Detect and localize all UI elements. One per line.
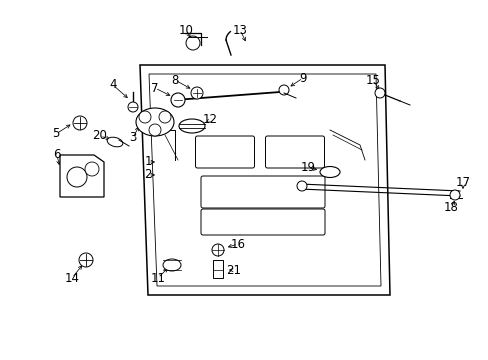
Circle shape [296, 181, 306, 191]
Text: 21: 21 [226, 264, 241, 276]
Text: 7: 7 [151, 81, 159, 94]
Circle shape [374, 88, 384, 98]
Text: 19: 19 [300, 162, 315, 175]
Circle shape [212, 244, 224, 256]
Circle shape [139, 111, 151, 123]
Ellipse shape [136, 108, 174, 136]
Circle shape [191, 87, 203, 99]
Ellipse shape [319, 166, 339, 177]
Circle shape [85, 162, 99, 176]
Ellipse shape [163, 259, 181, 271]
Circle shape [279, 85, 288, 95]
Circle shape [128, 102, 138, 112]
Text: 20: 20 [92, 130, 107, 143]
Circle shape [79, 253, 93, 267]
Ellipse shape [179, 119, 204, 133]
Text: 13: 13 [232, 23, 247, 36]
Text: 8: 8 [171, 73, 178, 86]
Text: 11: 11 [150, 271, 165, 284]
Text: 9: 9 [299, 72, 306, 85]
Polygon shape [140, 65, 389, 295]
Text: 2: 2 [144, 168, 151, 181]
Text: 1: 1 [144, 156, 151, 168]
Text: 17: 17 [454, 176, 469, 189]
Circle shape [171, 93, 184, 107]
Circle shape [159, 111, 171, 123]
Text: 6: 6 [53, 148, 61, 162]
Text: 15: 15 [365, 73, 380, 86]
Text: 14: 14 [64, 271, 80, 284]
Text: 16: 16 [230, 238, 245, 251]
Circle shape [67, 167, 87, 187]
Circle shape [73, 116, 87, 130]
Text: 10: 10 [178, 23, 193, 36]
Text: 12: 12 [202, 113, 217, 126]
Text: 4: 4 [109, 78, 117, 91]
Circle shape [449, 190, 459, 200]
Circle shape [149, 124, 161, 136]
Bar [213, 260, 223, 278]
Text: 3: 3 [129, 131, 137, 144]
Polygon shape [60, 155, 104, 197]
Text: 18: 18 [443, 202, 458, 215]
Text: 5: 5 [52, 127, 60, 140]
Ellipse shape [107, 137, 122, 147]
